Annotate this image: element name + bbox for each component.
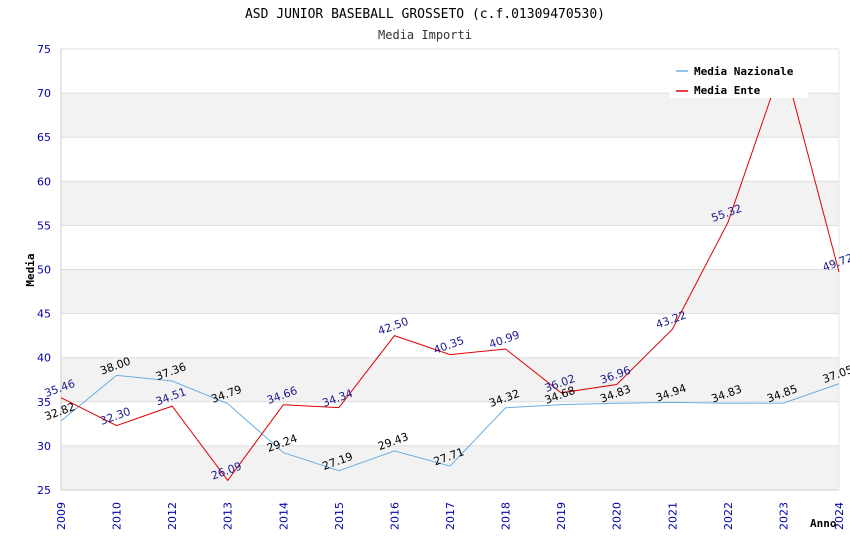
- y-tick-label: 60: [37, 175, 51, 188]
- grid-band: [61, 93, 839, 138]
- grid-band: [61, 137, 839, 182]
- x-tick-label: 2010: [111, 502, 124, 530]
- y-axis-label: Media: [24, 253, 37, 286]
- x-tick-label: 2013: [222, 502, 235, 530]
- x-tick-label: 2018: [500, 502, 513, 530]
- chart-title: ASD JUNIOR BASEBALL GROSSETO (c.f.013094…: [245, 7, 605, 22]
- x-tick-label: 2012: [166, 502, 179, 530]
- x-tick-label: 2009: [55, 502, 68, 530]
- series-line-media-nazionale: [60, 374, 840, 472]
- x-tick-label: 2020: [611, 502, 624, 530]
- x-tick-label: 2024: [833, 502, 846, 530]
- y-tick-label: 65: [37, 131, 51, 144]
- y-tick-label: 75: [37, 43, 51, 56]
- chart-subtitle: Media Importi: [378, 28, 472, 42]
- x-tick-label: 2019: [555, 502, 568, 530]
- legend-box: [670, 60, 808, 98]
- grid-band: [61, 445, 839, 490]
- x-tick-label: 2014: [277, 502, 290, 530]
- y-tick-label: 40: [37, 352, 51, 365]
- x-tick-label: 2017: [444, 502, 457, 530]
- x-tick-label: 2022: [722, 502, 735, 530]
- grid-band: [61, 401, 839, 446]
- y-tick-label: 30: [37, 440, 51, 453]
- series-line-media-ente: [60, 59, 840, 482]
- y-tick-label: 35: [37, 396, 51, 409]
- x-axis-label: Anno: [810, 517, 837, 530]
- y-tick-label: 55: [37, 219, 51, 232]
- y-tick-label: 25: [37, 484, 51, 497]
- y-tick-label: 70: [37, 87, 51, 100]
- x-tick-label: 2023: [777, 502, 790, 530]
- legend-label-media-nazionale: Media Nazionale: [694, 65, 794, 78]
- legend: Media Nazionale Media Ente: [670, 60, 808, 98]
- x-tick-label: 2016: [388, 502, 401, 530]
- grid-band: [61, 225, 839, 270]
- x-tick-label: 2021: [666, 502, 679, 530]
- x-tick-label: 2015: [333, 502, 346, 530]
- y-tick-label: 45: [37, 308, 51, 321]
- legend-label-media-ente: Media Ente: [694, 84, 761, 97]
- grid-band: [61, 313, 839, 358]
- grid-band: [61, 269, 839, 314]
- grid-band: [61, 181, 839, 226]
- grid-band: [61, 357, 839, 402]
- y-tick-label: 50: [37, 264, 51, 277]
